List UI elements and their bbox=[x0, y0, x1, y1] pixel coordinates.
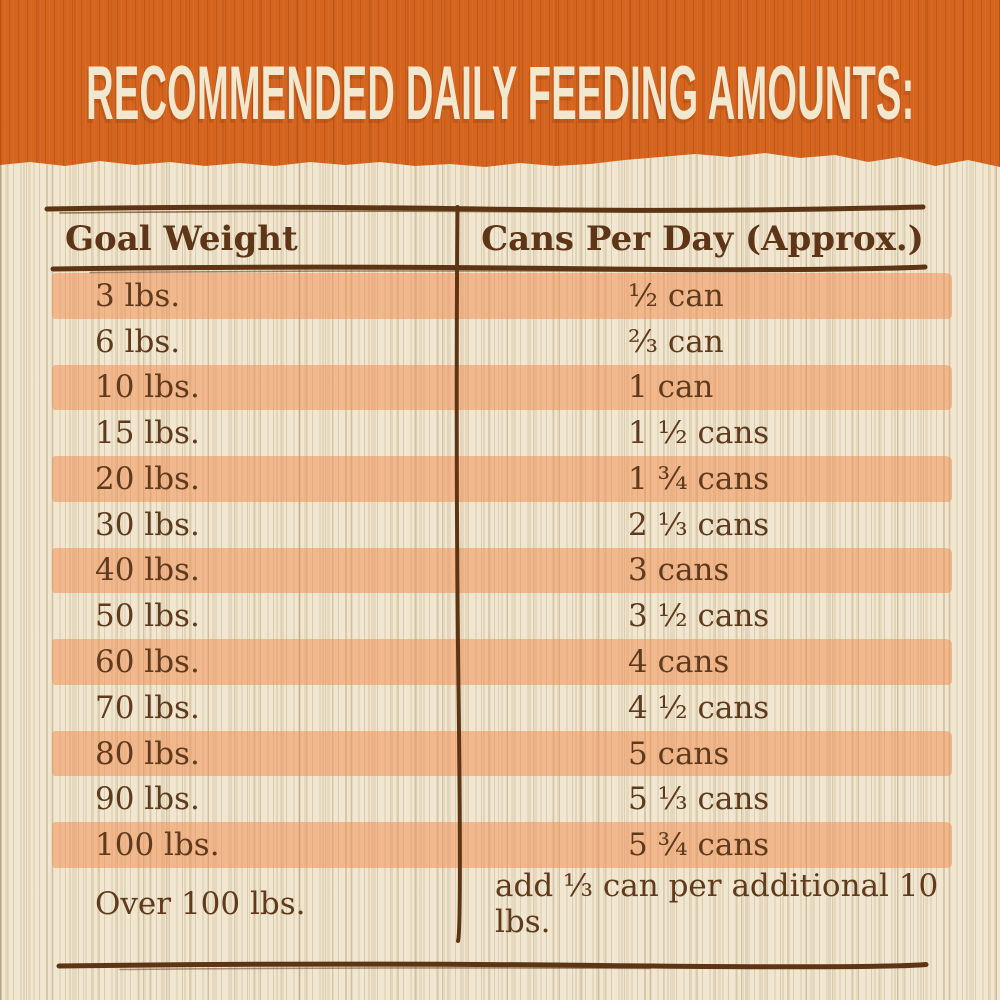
table-body: 3 lbs. ½ can 6 lbs. ⅔ can 10 lbs. 1 can … bbox=[52, 273, 952, 940]
table-row: 15 lbs. 1 ½ cans bbox=[52, 410, 952, 456]
cans-per-day-cell: 2 ⅓ cans bbox=[628, 506, 770, 543]
goal-weight-cell: 3 lbs. bbox=[95, 277, 181, 314]
goal-weight-cell: 50 lbs. bbox=[95, 598, 200, 635]
table-row: 3 lbs. ½ can bbox=[52, 273, 952, 319]
cans-per-day-cell: 5 ¾ cans bbox=[628, 827, 770, 864]
cans-per-day-cell: 3 cans bbox=[628, 552, 730, 589]
table-row: 80 lbs. 5 cans bbox=[52, 730, 952, 777]
goal-weight-cell: 100 lbs. bbox=[95, 827, 220, 864]
table-row: 30 lbs. 2 ⅓ cans bbox=[52, 502, 952, 548]
table-row: 50 lbs. 3 ½ cans bbox=[52, 593, 952, 639]
goal-weight-cell: Over 100 lbs. bbox=[95, 885, 306, 922]
column-header-cans-per-day: Cans Per Day (Approx.) bbox=[481, 218, 924, 259]
cans-per-day-cell: ⅔ can bbox=[628, 323, 724, 360]
cans-per-day-cell: ½ can bbox=[628, 277, 724, 314]
goal-weight-cell: 20 lbs. bbox=[95, 460, 200, 497]
cans-per-day-cell: 4 cans bbox=[628, 644, 730, 680]
cans-per-day-cell: 1 ½ cans bbox=[628, 415, 770, 452]
page-title: RECOMMENDED DAILY FEEDING AMOUNTS: bbox=[85, 51, 915, 136]
cans-per-day-cell: 1 can bbox=[628, 369, 714, 406]
table-row: 90 lbs. 5 ⅓ cans bbox=[52, 776, 952, 822]
table-row: 10 lbs. 1 can bbox=[52, 364, 952, 411]
goal-weight-cell: 15 lbs. bbox=[95, 415, 200, 452]
table-row: Over 100 lbs. add ⅓ can per additional 1… bbox=[52, 868, 952, 940]
table-row: 70 lbs. 4 ½ cans bbox=[52, 685, 952, 731]
table-row: 20 lbs. 1 ¾ cans bbox=[52, 456, 952, 502]
cans-per-day-cell: 1 ¾ cans bbox=[628, 460, 770, 497]
column-header-goal-weight: Goal Weight bbox=[65, 218, 298, 259]
header-banner: RECOMMENDED DAILY FEEDING AMOUNTS: bbox=[0, 0, 1000, 167]
table-header-row: Goal Weight Cans Per Day (Approx.) bbox=[52, 209, 947, 268]
cans-per-day-cell: 5 ⅓ cans bbox=[628, 781, 770, 818]
goal-weight-cell: 30 lbs. bbox=[95, 506, 200, 543]
goal-weight-cell: 80 lbs. bbox=[95, 735, 200, 772]
goal-weight-cell: 90 lbs. bbox=[95, 781, 200, 818]
goal-weight-cell: 60 lbs. bbox=[95, 644, 200, 680]
table-row: 60 lbs. 4 cans bbox=[52, 639, 952, 685]
goal-weight-cell: 40 lbs. bbox=[95, 552, 200, 589]
cans-per-day-cell: 5 cans bbox=[628, 735, 730, 772]
goal-weight-cell: 6 lbs. bbox=[95, 323, 181, 360]
goal-weight-cell: 70 lbs. bbox=[95, 689, 200, 726]
cans-per-day-cell: add ⅓ can per additional 10 lbs. bbox=[495, 867, 939, 940]
goal-weight-cell: 10 lbs. bbox=[95, 369, 200, 406]
table-row: 6 lbs. ⅔ can bbox=[52, 319, 952, 365]
title-container: RECOMMENDED DAILY FEEDING AMOUNTS: bbox=[0, 56, 1000, 132]
cans-per-day-cell: 4 ½ cans bbox=[628, 689, 770, 726]
table-row: 100 lbs. 5 ¾ cans bbox=[52, 822, 952, 868]
table-row: 40 lbs. 3 cans bbox=[52, 547, 952, 594]
cans-per-day-cell: 3 ½ cans bbox=[628, 598, 770, 635]
